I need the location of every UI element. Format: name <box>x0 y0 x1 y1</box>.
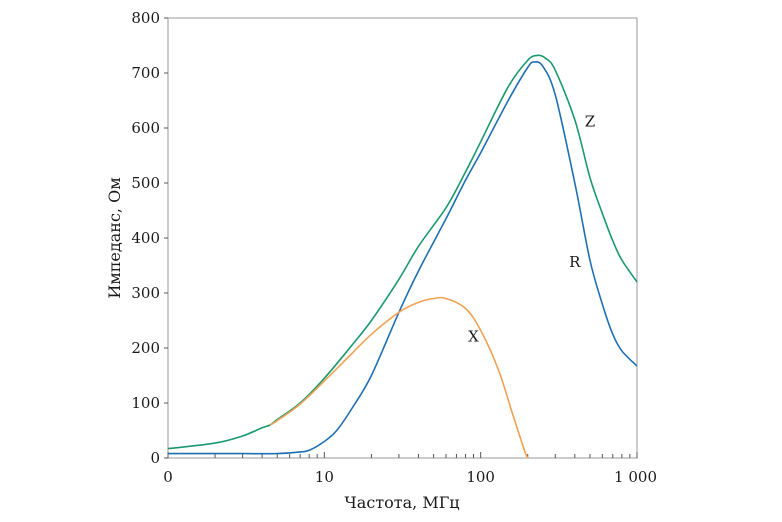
x-minor-ticks <box>214 454 631 458</box>
x-axis-title: Частота, МГц <box>344 493 459 512</box>
x-tick-label: 100 <box>466 468 495 486</box>
y-tick-label: 700 <box>131 64 160 82</box>
series-line-z <box>167 54 638 450</box>
series-label-x: X <box>468 327 479 345</box>
series-line-x <box>269 296 529 459</box>
y-axis-ticks: 0 100 200 300 400 500 600 700 800 <box>131 9 168 467</box>
y-tick-label: 0 <box>150 449 160 467</box>
x-tick-label: 1 000 <box>614 468 657 486</box>
y-tick-label: 100 <box>131 394 160 412</box>
x-tick-label: 10 <box>315 468 334 486</box>
x-tick-label: 0 <box>163 468 173 486</box>
x-axis-ticks: 0 10 100 1 000 <box>163 452 657 486</box>
y-tick-label: 300 <box>131 284 160 302</box>
series-label-r: R <box>569 253 581 271</box>
series-line-r <box>168 61 638 455</box>
y-tick-label: 600 <box>131 119 160 137</box>
y-tick-label: 800 <box>131 9 160 27</box>
series-labels: Z R X <box>468 112 595 345</box>
plot-frame <box>167 17 638 459</box>
y-tick-label: 200 <box>131 339 160 357</box>
y-tick-label: 500 <box>131 174 160 192</box>
series-lines <box>167 54 638 459</box>
y-tick-label: 400 <box>131 229 160 247</box>
series-label-z: Z <box>585 112 595 130</box>
y-axis-title: Импеданс, Ом <box>105 177 124 298</box>
